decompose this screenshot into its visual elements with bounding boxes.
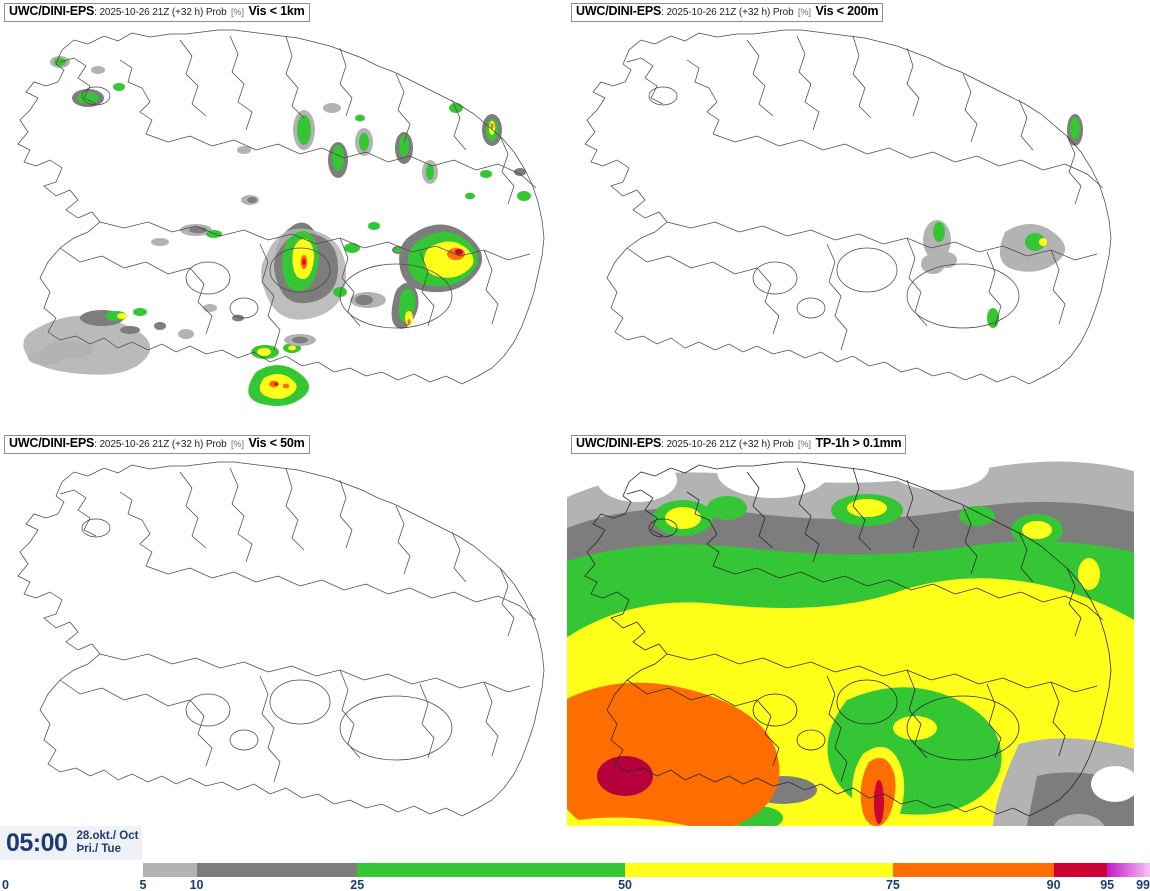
colorbar-tick-25: 25 (350, 878, 365, 891)
map-tp-1h (567, 432, 1134, 864)
panel-vis-50m[interactable]: UWC/DINI-EPS: 2025-10-26 21Z (+32 h) Pro… (0, 432, 567, 864)
coastline-vis-1km (17, 29, 545, 385)
probability-shading-tp-1h (567, 446, 1134, 864)
variable-label: Vis < 1km (248, 4, 305, 18)
probability-colorbar[interactable]: 0 5 10 25 50 75 90 95 99 (0, 863, 1150, 891)
colorbar-tick-95: 95 (1100, 878, 1115, 891)
figure-footer: 05:00 28.okt./ Oct Þri./ Tue 0 5 10 25 50 75 9… (0, 826, 1150, 891)
valid-time: 05:00 (6, 828, 68, 857)
coastline-vis-50m (17, 461, 545, 817)
run-info: : 2025-10-26 21Z (+32 h) Prob (94, 7, 227, 18)
run-info: : 2025-10-26 21Z (+32 h) Prob (94, 439, 227, 450)
colorbar-band-5-10 (143, 863, 197, 877)
colorbar-band-10-25 (196, 863, 358, 877)
map-vis-1km (0, 0, 567, 432)
panel-title-tp-1h: UWC/DINI-EPS: 2025-10-26 21Z (+32 h) Pro… (571, 435, 907, 454)
panel-vis-200m[interactable]: UWC/DINI-EPS: 2025-10-26 21Z (+32 h) Pro… (567, 0, 1134, 432)
colorbar-tick-90: 90 (1046, 878, 1061, 891)
colorbar-tick-0: 0 (2, 878, 9, 891)
variable-label: TP-1h > 0.1mm (815, 436, 902, 450)
map-vis-50m (0, 432, 567, 864)
unit-label: [%] (231, 439, 245, 449)
colorbar-band-75-90 (892, 863, 1054, 877)
coastline-tp-1h (584, 461, 1112, 817)
unit-label: [%] (798, 439, 812, 449)
variable-label: Vis < 200m (815, 4, 879, 18)
run-info: : 2025-10-26 21Z (+32 h) Prob (661, 439, 794, 450)
map-vis-200m (567, 0, 1134, 432)
colorbar-band-95-99 (1107, 863, 1150, 877)
colorbar-band-25-50 (357, 863, 626, 877)
coastline-vis-200m (584, 29, 1112, 385)
variable-label: Vis < 50m (248, 436, 305, 450)
unit-label: [%] (231, 7, 245, 17)
colorbar-tick-10: 10 (189, 878, 204, 891)
colorbar-band-50-75 (625, 863, 893, 877)
colorbar-tick-50: 50 (618, 878, 633, 891)
panel-title-vis-50m: UWC/DINI-EPS: 2025-10-26 21Z (+32 h) Pro… (4, 435, 310, 454)
panel-vis-1km[interactable]: UWC/DINI-EPS: 2025-10-26 21Z (+32 h) Pro… (0, 0, 567, 432)
valid-date: 28.okt./ Oct (76, 830, 139, 842)
probability-shading-vis-200m (921, 114, 1083, 328)
panel-tp-1h[interactable]: UWC/DINI-EPS: 2025-10-26 21Z (+32 h) Pro… (567, 432, 1134, 864)
model-name: UWC/DINI-EPS (576, 436, 662, 450)
colorbar-band-90-95 (1053, 863, 1108, 877)
colorbar-tick-99: 99 (1136, 878, 1150, 891)
panel-title-vis-1km: UWC/DINI-EPS: 2025-10-26 21Z (+32 h) Pro… (4, 3, 310, 22)
model-name: UWC/DINI-EPS (9, 436, 95, 450)
model-name: UWC/DINI-EPS (9, 4, 95, 18)
colorbar-tick-5: 5 (139, 878, 147, 891)
probability-shading-vis-1km (23, 56, 531, 406)
colorbar-tick-75: 75 (885, 878, 900, 891)
panel-title-vis-200m: UWC/DINI-EPS: 2025-10-26 21Z (+32 h) Pro… (571, 3, 884, 22)
valid-time-badge: 05:00 28.okt./ Oct Þri./ Tue (0, 826, 142, 860)
unit-label: [%] (798, 7, 812, 17)
colorbar-bands (143, 863, 1150, 877)
model-name: UWC/DINI-EPS (576, 4, 662, 18)
run-info: : 2025-10-26 21Z (+32 h) Prob (661, 7, 794, 18)
valid-date-block: 28.okt./ Oct Þri./ Tue (76, 830, 138, 856)
valid-weekday: Þri./ Tue (76, 843, 121, 855)
